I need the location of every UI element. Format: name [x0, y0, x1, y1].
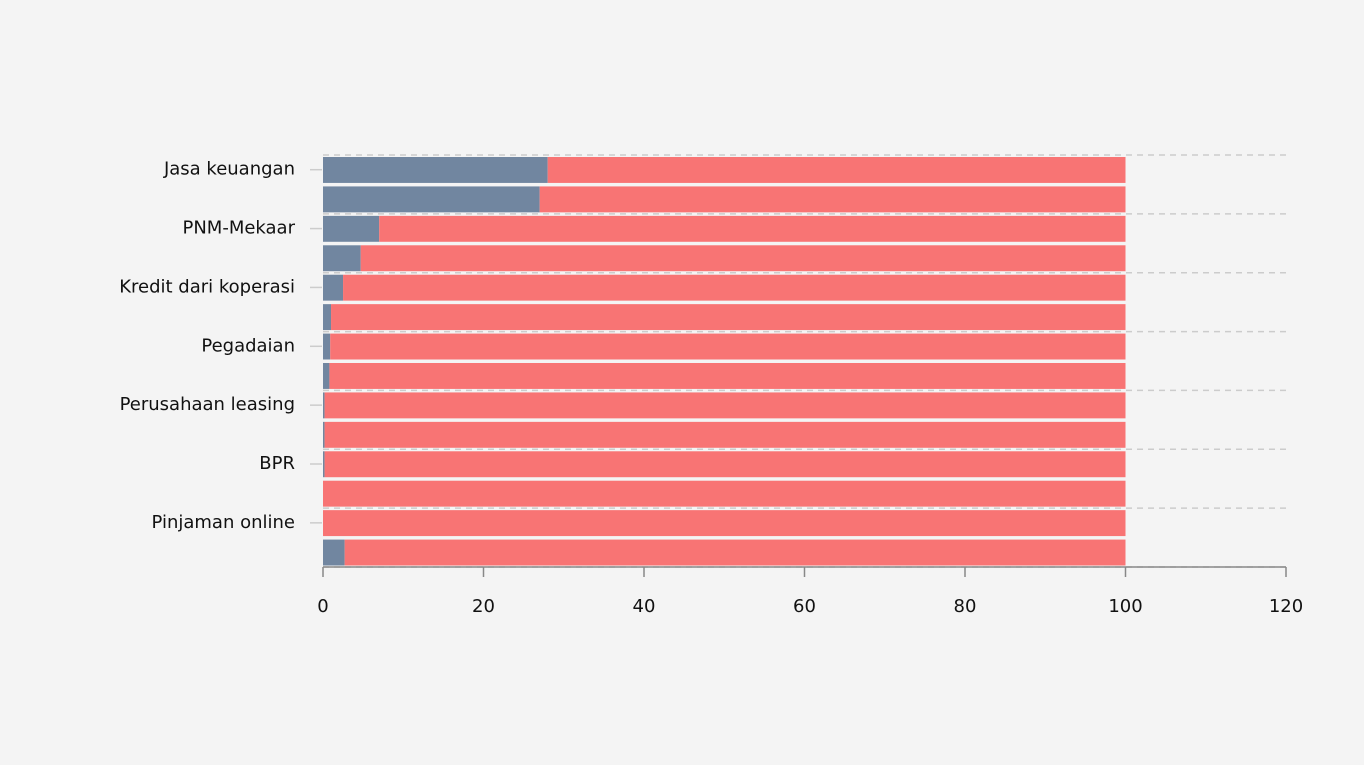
bar-segment	[343, 274, 1126, 301]
bar-segment	[539, 186, 1126, 213]
bar-segment	[330, 333, 1126, 360]
x-tick-label: 80	[954, 596, 977, 617]
x-tick-label: 40	[633, 596, 656, 617]
x-tick-label: 20	[472, 596, 495, 617]
bar-segment	[324, 392, 1126, 419]
x-tick-label: 0	[317, 596, 328, 617]
bar-segment	[323, 157, 548, 183]
bar-segment	[344, 539, 1126, 566]
x-tick-label: 100	[1108, 596, 1142, 617]
bar-segment	[323, 363, 330, 389]
bar-segment	[324, 421, 1126, 448]
y-tick-label: Kredit dari koperasi	[119, 276, 295, 297]
bar-segment	[323, 304, 332, 331]
bar-segment	[323, 539, 345, 566]
bar-segment	[323, 510, 1126, 537]
bar-segment	[323, 186, 540, 213]
bar-segment	[324, 451, 1126, 478]
x-tick-label: 60	[793, 596, 816, 617]
bar-segment	[323, 392, 325, 419]
y-tick-label: Pegadaian	[201, 335, 295, 356]
bar-segment	[329, 363, 1126, 389]
x-tick-label: 120	[1269, 596, 1303, 617]
bar-segment	[331, 304, 1126, 331]
y-tick-label: Pinjaman online	[152, 512, 296, 533]
bar-segment	[323, 274, 344, 301]
bar-segment	[323, 215, 380, 242]
bar-segment	[379, 215, 1126, 242]
y-tick-label: Perusahaan leasing	[120, 394, 295, 415]
bar-segment	[323, 480, 1126, 507]
bar-segment	[323, 245, 361, 272]
y-tick-label: BPR	[259, 453, 295, 474]
bar-segment	[360, 245, 1126, 272]
bar-segment	[323, 333, 331, 360]
bar-segment	[547, 157, 1126, 183]
bar-segment	[323, 421, 325, 448]
bar-segment	[323, 451, 325, 478]
y-tick-label: Jasa keuangan	[163, 159, 295, 180]
y-tick-label: PNM-Mekaar	[182, 218, 295, 239]
